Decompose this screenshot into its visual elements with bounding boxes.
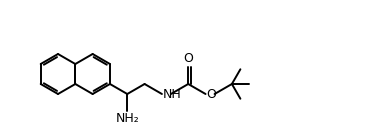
Text: O: O <box>206 87 217 101</box>
Text: NH₂: NH₂ <box>115 112 139 125</box>
Text: O: O <box>183 52 193 65</box>
Text: NH: NH <box>163 87 182 101</box>
